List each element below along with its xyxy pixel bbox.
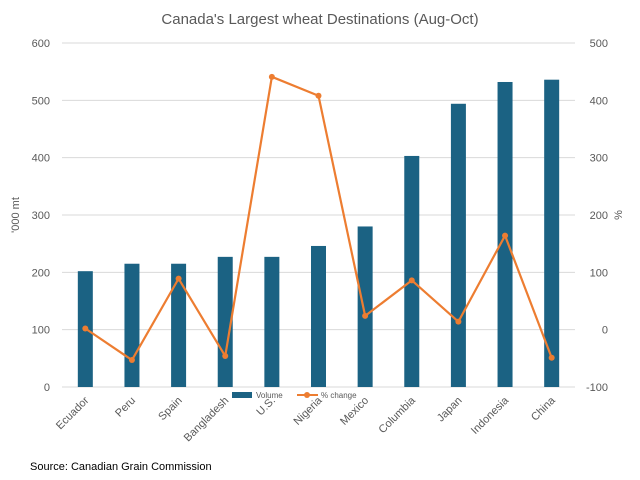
- bar-volume: [544, 79, 560, 388]
- x-tick-label: Ecuador: [54, 394, 92, 432]
- y-tick-label: 600: [32, 38, 50, 50]
- legend-volume-label: Volume: [256, 391, 283, 400]
- y-tick-label: 200: [32, 267, 50, 279]
- x-tick-label: Columbia: [377, 394, 419, 436]
- chart-legend: Volume % change: [232, 391, 357, 400]
- bar-volume: [311, 245, 326, 387]
- y2-tick-label: -100: [586, 382, 608, 394]
- y-tick-label: 300: [32, 210, 50, 222]
- point-percent-change: [408, 277, 415, 284]
- x-tick-label: China: [529, 394, 558, 423]
- bar-volume: [450, 103, 466, 388]
- x-tick-label: Indonesia: [469, 394, 512, 437]
- point-percent-change: [502, 232, 509, 239]
- y2-tick-label: 400: [590, 95, 608, 107]
- bar-volume: [171, 263, 187, 387]
- y-tick-label: 500: [32, 95, 50, 107]
- x-tick-label: Bangladesh: [182, 395, 232, 445]
- y-tick-label: 100: [32, 325, 50, 337]
- point-percent-change: [82, 325, 89, 332]
- bar-volume: [124, 263, 140, 387]
- y2-axis-label: %: [613, 210, 625, 220]
- y2-tick-label: 300: [590, 153, 608, 165]
- bar-volume: [357, 226, 373, 387]
- y2-tick-label: 500: [590, 38, 608, 50]
- y2-tick-label: 100: [590, 267, 608, 279]
- point-percent-change: [455, 318, 462, 325]
- y-tick-label: 400: [32, 153, 50, 165]
- y-tick-label: 0: [44, 382, 50, 394]
- legend-volume-swatch: [232, 392, 252, 398]
- x-tick-label: Peru: [113, 395, 138, 420]
- y2-tick-label: 200: [590, 210, 608, 222]
- bar-volume: [264, 256, 280, 387]
- bar-volume: [217, 256, 233, 387]
- point-percent-change: [315, 92, 322, 99]
- source-note: Source: Canadian Grain Commission: [30, 461, 212, 473]
- point-percent-change: [362, 312, 369, 319]
- x-tick-label: Spain: [156, 395, 184, 423]
- y2-tick-label: 0: [602, 325, 608, 337]
- legend-change-label: % change: [321, 391, 357, 400]
- point-percent-change: [222, 353, 229, 360]
- point-percent-change: [128, 357, 135, 364]
- point-percent-change: [548, 354, 555, 361]
- x-tick-label: Japan: [435, 395, 465, 425]
- point-percent-change: [268, 73, 275, 80]
- bar-volume: [404, 155, 420, 387]
- legend-change-marker: [304, 392, 310, 398]
- point-percent-change: [175, 275, 182, 282]
- chart-title: Canada's Largest wheat Destinations (Aug…: [161, 11, 478, 28]
- y-axis-label: '000 mt: [10, 197, 22, 233]
